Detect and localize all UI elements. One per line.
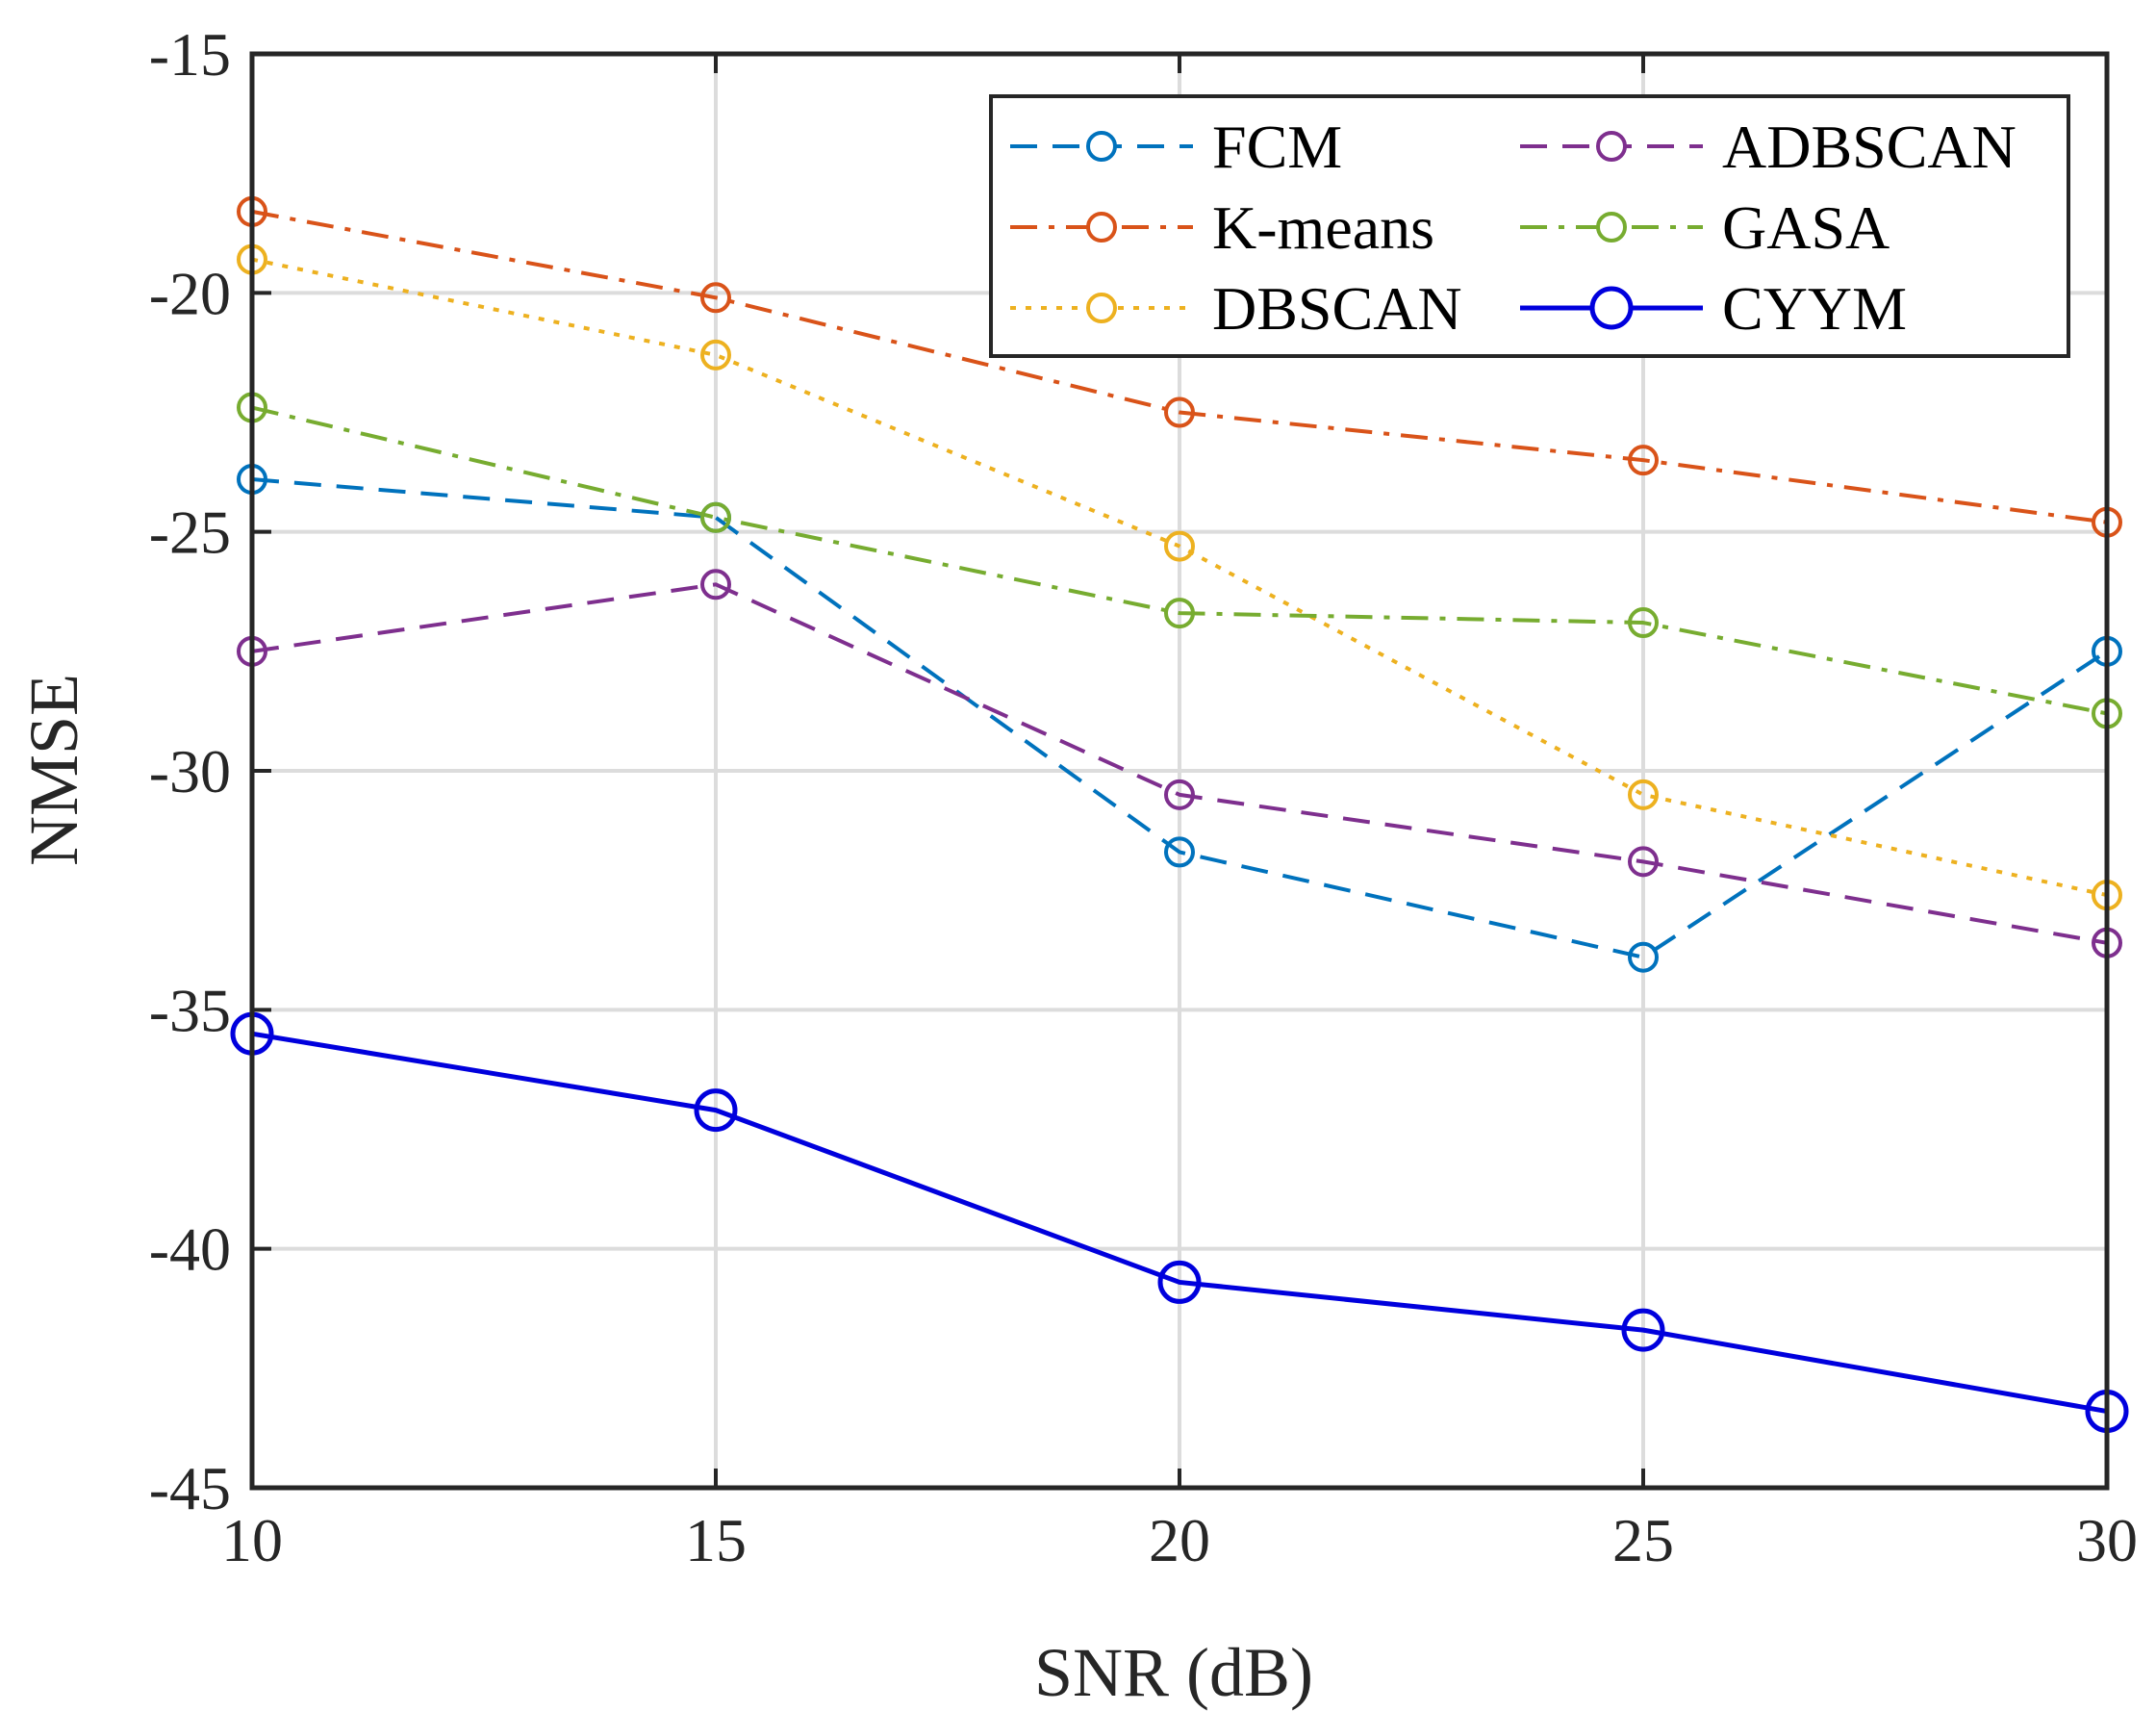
series-line-fcm [251, 477, 2109, 959]
data-point-k-means [700, 282, 731, 314]
data-point-cyym [1621, 1308, 1665, 1352]
legend-label-fcm: FCM [1212, 113, 1342, 181]
legend-marker-gasa [1596, 212, 1627, 243]
data-point-adbscan [1628, 846, 1659, 878]
data-point-k-means [1164, 396, 1195, 428]
series-line-dbscan [251, 257, 2108, 898]
series-line-gasa [251, 405, 2108, 716]
legend-label-gasa: GASA [1722, 193, 1890, 262]
y-tick-label: -40 [149, 1215, 231, 1284]
legend-label-adbscan: ADBSCAN [1722, 113, 2016, 181]
x-tick-label: 30 [2076, 1506, 2138, 1574]
data-point-k-means [1628, 445, 1659, 476]
data-point-dbscan [700, 339, 731, 371]
data-point-gasa [1628, 607, 1659, 639]
legend-label-dbscan: DBSCAN [1212, 274, 1462, 343]
series-lines [251, 209, 2109, 1414]
x-tick-label: 20 [1149, 1506, 1210, 1574]
series-line-k-means [251, 209, 2108, 524]
y-tick-label: -30 [149, 737, 231, 805]
series-line-cyym [251, 1031, 2108, 1414]
y-tick-label: -25 [149, 498, 231, 567]
legend-marker-adbscan [1596, 131, 1627, 162]
legend-label-k-means: K-means [1212, 193, 1434, 262]
data-point-gasa [1164, 598, 1195, 629]
data-point-dbscan [1628, 779, 1659, 810]
data-point-dbscan [1164, 530, 1195, 562]
data-point-fcm [1628, 941, 1659, 973]
legend-marker-fcm [1086, 131, 1117, 162]
y-tick-label: -45 [149, 1454, 231, 1522]
data-point-adbscan [1164, 779, 1195, 810]
legend: FCM K-means DBSCAN ADBSCAN GASA CYYM [989, 94, 2070, 358]
x-tick-label: 10 [221, 1506, 283, 1574]
data-point-gasa [700, 501, 731, 533]
legend-label-cyym: CYYM [1722, 274, 1907, 343]
axis-tick-labels: 10 15 20 25 30 -15 -20 -25 -30 -35 -40 -45 [149, 20, 2138, 1574]
y-axis-label: NMSE [15, 674, 92, 866]
x-tick-label: 15 [685, 1506, 747, 1574]
data-point-adbscan [700, 569, 731, 600]
y-tick-label: -15 [149, 20, 231, 89]
legend-marker-dbscan [1086, 293, 1117, 323]
data-point-cyym [694, 1088, 738, 1133]
data-point-fcm [1164, 836, 1195, 868]
legend-marker-k-means [1086, 212, 1117, 243]
legend-marker-cyym [1589, 286, 1634, 330]
series-line-adbscan [251, 582, 2108, 945]
data-point-cyym [1157, 1260, 1202, 1304]
y-tick-label: -20 [149, 259, 231, 327]
x-tick-label: 25 [1612, 1506, 1674, 1574]
y-tick-label: -35 [149, 976, 231, 1044]
axis-ticks [250, 52, 2109, 1490]
x-axis-label: SNR (dB) [1034, 1634, 1313, 1711]
